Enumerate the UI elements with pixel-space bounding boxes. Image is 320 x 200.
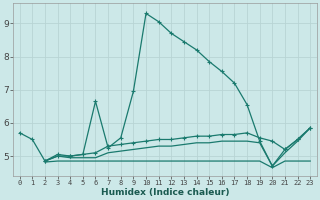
X-axis label: Humidex (Indice chaleur): Humidex (Indice chaleur) — [101, 188, 229, 197]
